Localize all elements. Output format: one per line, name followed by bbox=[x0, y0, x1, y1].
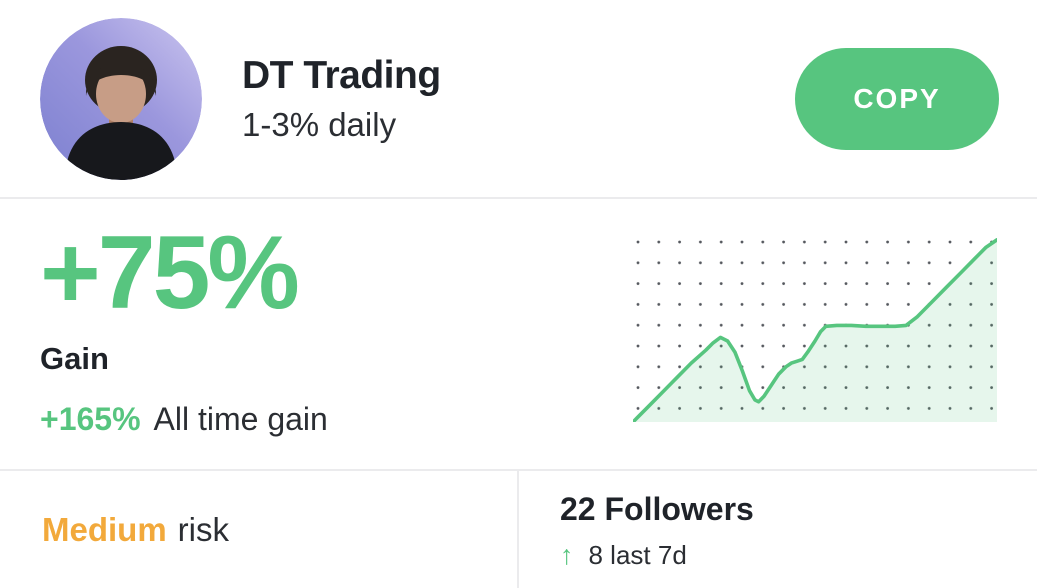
copy-button[interactable]: COPY bbox=[795, 47, 999, 150]
footer-vertical-divider bbox=[517, 471, 519, 588]
trader-titles: DT Trading 1-3% daily bbox=[242, 54, 441, 144]
performance-section: +75% Gain +165% All time gain bbox=[0, 199, 1037, 469]
gain-value: +75% bbox=[40, 215, 300, 331]
card-header: DT Trading 1-3% daily COPY bbox=[0, 0, 1037, 197]
all-time-gain-label: All time gain bbox=[153, 401, 328, 437]
followers-cell: 22 Followers ↑ 8 last 7d bbox=[519, 471, 1037, 588]
trend-text: 8 last 7d bbox=[588, 539, 687, 570]
trader-subtitle: 1-3% daily bbox=[242, 105, 397, 143]
all-time-gain-value: +165% bbox=[40, 401, 141, 437]
chart-line bbox=[631, 238, 999, 424]
footer-divider bbox=[0, 469, 1037, 471]
chart-area bbox=[633, 239, 997, 422]
risk-cell: Medium risk bbox=[0, 471, 517, 588]
card-footer: Medium risk 22 Followers ↑ 8 last 7d bbox=[0, 471, 1037, 588]
risk-suffix: risk bbox=[177, 510, 229, 548]
header-divider bbox=[0, 197, 1037, 199]
trend-up-arrow-icon: ↑ bbox=[560, 539, 574, 570]
all-time-gain: +165% All time gain bbox=[40, 401, 328, 438]
gain-stats: +75% Gain +165% All time gain bbox=[40, 221, 328, 438]
trader-name: DT Trading bbox=[242, 53, 441, 97]
followers-count: 22 Followers bbox=[560, 490, 754, 527]
chart-dot-grid bbox=[633, 238, 997, 422]
followers-trend: ↑ 8 last 7d bbox=[560, 540, 1037, 571]
sparkline-chart bbox=[631, 238, 999, 424]
performance-chart bbox=[631, 238, 999, 424]
trader-avatar bbox=[40, 17, 202, 180]
gain-label: Gain bbox=[40, 341, 109, 376]
risk-level: Medium bbox=[42, 510, 167, 548]
